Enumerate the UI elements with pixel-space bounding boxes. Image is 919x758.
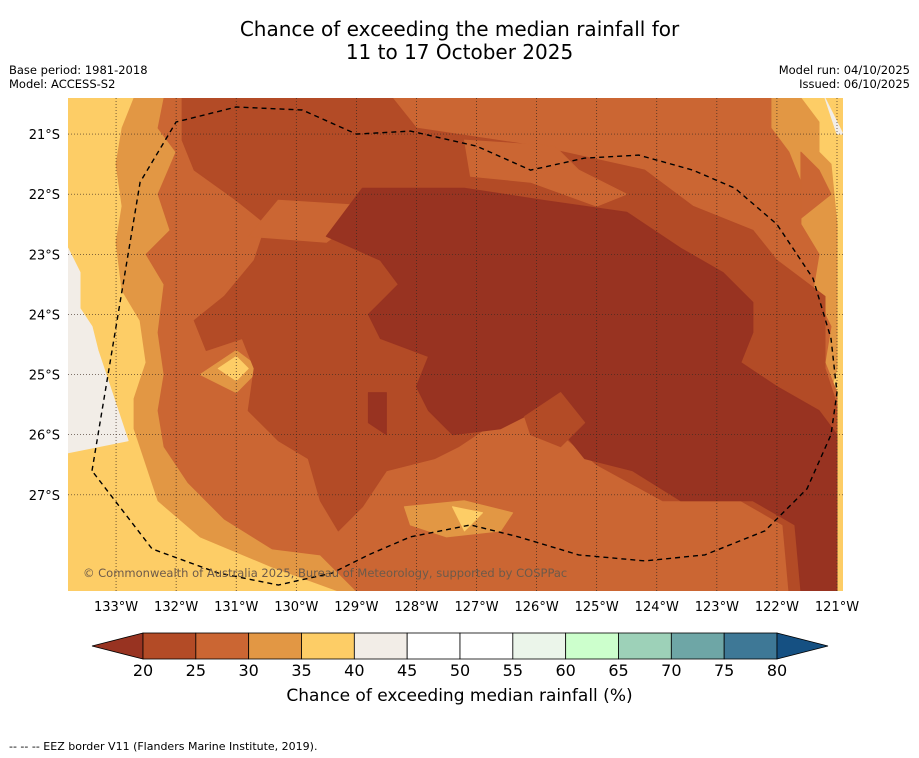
y-tick-label: 21°S [29,128,60,143]
colorbar-tick-label: 80 [767,661,787,680]
x-tick-label: 122°W [755,600,799,615]
colorbar-swatch [459,632,514,660]
colorbar-tick-label: 55 [503,661,523,680]
colorbar-swatch [195,632,250,660]
region-6-35-40 [217,356,249,382]
x-tick-label: 128°W [394,600,438,615]
x-tick-label: 127°W [454,600,498,615]
eez-footnote: -- -- -- EEZ border V11 (Flanders Marine… [9,740,318,753]
meta-right: Model run: 04/10/2025 Issued: 06/10/2025 [779,63,910,91]
y-tick-label: 26°S [29,429,60,444]
colorbar-tick-label: 20 [133,661,153,680]
x-tick-label: 123°W [695,600,739,615]
y-axis-ticks: 21°S 22°S 23°S 24°S 25°S 26°S 27°S [29,128,60,504]
colorbar-high-extend [776,632,829,660]
colorbar-tick-label: 30 [238,661,258,680]
graticule [68,98,843,591]
copyright-notice: © Commonwealth of Australia 2025, Bureau… [83,566,567,580]
colorbar-tick-label: 70 [661,661,681,680]
colorbar-swatch [248,632,302,660]
colorbar-tick-label: 60 [555,661,575,680]
model-name: Model: ACCESS-S2 [9,77,116,91]
y-tick-label: 22°S [29,188,60,203]
chart-title-line2: 11 to 17 October 2025 [345,40,574,64]
colorbar-swatch [142,632,197,660]
x-tick-label: 125°W [575,600,619,615]
colorbar-tick-label: 75 [714,661,734,680]
colorbar-tick-label: 45 [397,661,417,680]
colorbar-swatch [670,632,725,660]
x-tick-label: 133°W [94,600,138,615]
colorbar-swatch [301,632,355,660]
colorbar-swatch [406,632,461,660]
x-tick-label: 121°W [815,600,859,615]
probability-regions [68,98,843,591]
colorbar-tick-label: 40 [344,661,364,680]
colorbar-tick-label: 50 [450,661,470,680]
colorbar: 20 25 30 35 40 45 50 55 60 65 70 75 80 [91,632,829,680]
eez-border-line [91,106,838,586]
issued-date: Issued: 06/10/2025 [799,77,910,91]
x-tick-label: 130°W [274,600,318,615]
colorbar-tick-label: 65 [608,661,628,680]
colorbar-swatch [723,632,778,660]
x-tick-label: 126°W [515,600,559,615]
colorbar-swatch [512,632,567,660]
model-run: Model run: 04/10/2025 [778,63,910,77]
region-8-25-30 [247,199,375,243]
y-tick-label: 27°S [29,489,60,504]
base-period: Base period: 1981-2018 [9,63,148,77]
colorbar-swatch [565,632,619,660]
x-tick-label: 131°W [214,600,258,615]
y-tick-label: 25°S [29,369,60,384]
colorbar-low-extend [91,632,144,660]
x-tick-label: 129°W [334,600,378,615]
x-axis-ticks: 133°W 132°W 131°W 130°W 129°W 128°W 127°W 126°W… [94,600,859,615]
colorbar-label: Chance of exceeding median rainfall (%) [286,686,633,706]
colorbar-tick-label: 25 [186,661,206,680]
meta-left: Base period: 1981-2018 Model: ACCESS-S2 [9,63,148,91]
chart-title-line1: Chance of exceeding the median rainfall … [239,17,680,41]
chart-title: Chance of exceeding the median rainfall … [0,18,919,64]
region-9-25-30 [464,139,628,207]
x-tick-label: 132°W [154,600,198,615]
y-tick-label: 23°S [29,248,60,263]
region-15-35-40 [452,506,483,532]
colorbar-tick-label: 35 [291,661,311,680]
y-tick-label: 24°S [29,308,60,323]
x-tick-label: 124°W [635,600,679,615]
colorbar-swatch [618,632,672,660]
colorbar-swatch [353,632,408,660]
region-1-40-45 [68,247,129,454]
